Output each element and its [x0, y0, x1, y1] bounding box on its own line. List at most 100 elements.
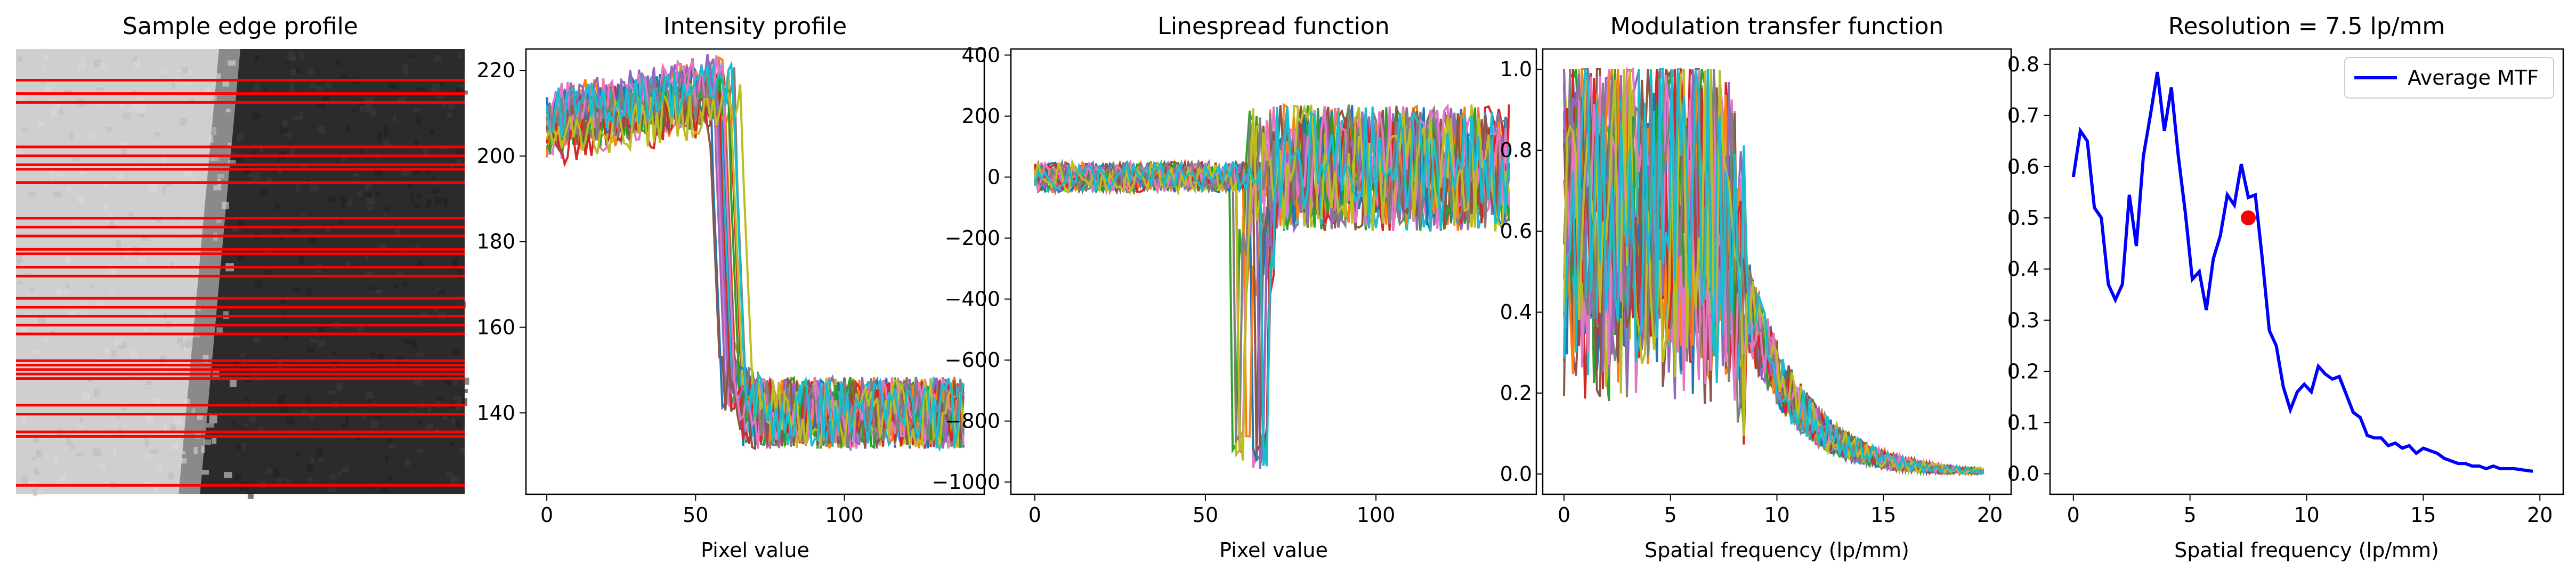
image-texture [414, 108, 420, 112]
image-dark-region [200, 49, 465, 494]
image-texture [216, 327, 223, 334]
image-texture [59, 107, 63, 115]
image-texture [183, 347, 187, 352]
y-tick-label: 0.3 [2007, 308, 2039, 332]
image-texture [366, 271, 373, 275]
image-texture [410, 54, 418, 58]
image-texture [137, 109, 142, 114]
image-texture [163, 186, 167, 194]
image-texture [457, 149, 464, 158]
image-texture [417, 260, 423, 267]
image-texture [460, 447, 465, 455]
image-texture [211, 157, 220, 161]
image-texture [156, 219, 162, 223]
image-texture [290, 146, 295, 154]
image-texture [237, 255, 245, 262]
average-mtf-line [2071, 71, 2533, 473]
image-texture [346, 125, 350, 133]
image-texture [293, 225, 299, 233]
image-texture [173, 142, 180, 147]
image-texture [296, 68, 301, 73]
image-texture [63, 289, 70, 293]
image-texture [201, 445, 205, 453]
image-texture [366, 192, 372, 197]
plot-area [2071, 71, 2533, 473]
image-texture [452, 258, 459, 266]
y-tick-label: 160 [476, 316, 515, 339]
x-tick-label: 0 [540, 503, 553, 527]
image-texture [228, 60, 236, 66]
image-texture [33, 438, 39, 443]
image-texture [182, 254, 187, 258]
image-texture [68, 310, 76, 316]
image-texture [281, 296, 285, 304]
image-texture [140, 104, 145, 113]
image-texture [77, 194, 84, 203]
image-texture [99, 63, 108, 70]
image-texture [449, 443, 455, 446]
image-texture [88, 133, 97, 140]
image-texture [426, 170, 430, 175]
image-texture [60, 172, 64, 176]
image-texture [281, 302, 285, 307]
image-texture [79, 171, 86, 175]
image-texture [225, 109, 231, 112]
image-texture [271, 230, 279, 235]
image-texture [436, 396, 443, 401]
image-texture [123, 112, 131, 120]
image-texture [388, 444, 396, 449]
image-texture [304, 396, 311, 405]
image-texture [181, 342, 188, 349]
image-texture [315, 86, 324, 91]
image-texture [21, 476, 28, 484]
image-texture [450, 475, 455, 483]
image-texture [434, 55, 442, 62]
image-texture [177, 337, 183, 344]
x-tick-label: 50 [1193, 503, 1218, 527]
image-texture [375, 191, 381, 195]
image-texture [31, 457, 36, 461]
image-texture [405, 458, 410, 467]
image-texture [318, 264, 323, 268]
image-texture [362, 414, 366, 419]
image-texture [307, 236, 317, 244]
image-texture [457, 84, 464, 89]
image-texture [50, 330, 55, 334]
image-texture [171, 262, 175, 267]
image-texture [408, 183, 414, 187]
image-texture [144, 438, 149, 447]
image-texture [109, 220, 114, 227]
image-texture [406, 339, 414, 345]
image-texture [160, 69, 167, 74]
image-texture [17, 260, 21, 266]
image-texture [139, 257, 145, 264]
image-texture [107, 213, 114, 217]
image-texture [36, 450, 42, 458]
image-texture [442, 416, 448, 420]
image-texture [206, 423, 215, 428]
image-texture [451, 418, 456, 423]
image-texture [145, 381, 152, 389]
series-line [546, 60, 965, 448]
image-texture [82, 56, 85, 63]
image-texture [115, 340, 124, 345]
image-texture [172, 83, 175, 89]
image-texture [377, 133, 382, 142]
image-texture [78, 422, 84, 428]
image-texture [342, 467, 349, 472]
image-texture [249, 416, 256, 422]
image-texture [34, 468, 38, 473]
image-texture [322, 96, 329, 102]
image-texture [184, 398, 191, 404]
image-texture [42, 65, 46, 71]
image-texture [67, 186, 71, 192]
image-texture [202, 355, 209, 363]
x-axis-label: Spatial frequency (lp/mm) [2174, 538, 2439, 562]
x-axis-label: Pixel value [1219, 538, 1328, 562]
image-texture [341, 423, 348, 430]
image-texture [364, 97, 374, 103]
image-texture [447, 112, 452, 118]
y-tick-label: 0.1 [2007, 411, 2039, 434]
image-texture [413, 169, 419, 175]
image-texture [307, 477, 313, 483]
